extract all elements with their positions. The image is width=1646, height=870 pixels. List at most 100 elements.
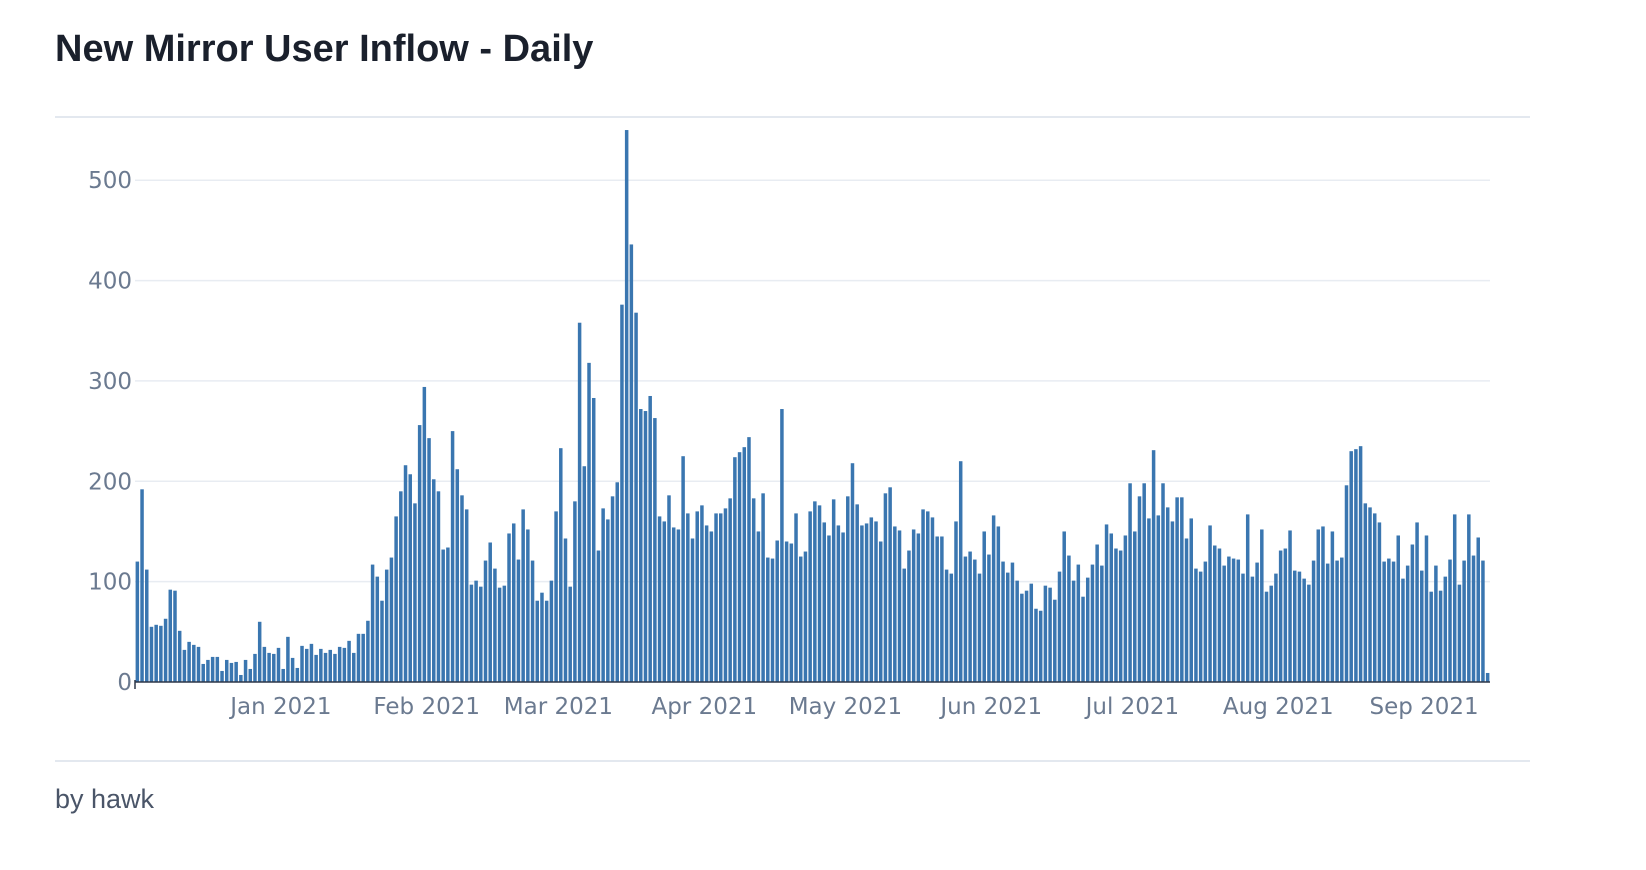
bar [1382,561,1386,682]
bar [1354,449,1358,682]
bar [733,457,737,682]
bar [676,529,681,682]
bar [742,447,747,682]
bar [432,479,436,682]
bar [295,667,300,682]
bar [629,244,634,682]
bar [1363,503,1368,682]
bar [982,531,986,682]
bar [883,493,888,682]
bar [582,466,587,682]
bar [620,304,624,682]
chart-title: New Mirror User Inflow - Daily [55,28,594,70]
bar [775,540,779,682]
bar [257,621,262,682]
bar [173,590,177,682]
bar [671,527,676,682]
bar [1358,446,1363,682]
bar [239,674,243,682]
bar [319,648,323,682]
bar [403,465,408,682]
bar [695,511,699,682]
bar [1391,561,1396,682]
x-tick-label: Jun 2021 [938,694,1042,720]
bar [601,508,605,682]
bar [159,625,163,682]
bar [469,584,474,682]
bar [587,362,591,682]
bar [267,652,271,682]
bar [540,592,544,682]
bar [206,659,210,682]
bar [1133,531,1137,682]
bar [1038,610,1043,682]
bar [798,556,803,682]
footer-divider [55,760,1530,762]
bar [921,509,925,682]
bar [1114,548,1118,682]
bar [530,560,535,682]
bar [187,641,191,682]
bar [1316,529,1321,682]
bar [366,620,370,682]
bar [808,511,812,682]
bar [831,499,836,682]
bar [1344,485,1349,682]
bar [935,536,939,682]
bar [1434,565,1438,682]
bar [926,511,930,682]
bar [944,569,949,682]
bar [234,661,238,682]
bar [977,573,982,682]
bar [1034,608,1038,682]
bar [1255,562,1259,682]
bar [210,656,215,682]
bar [516,559,521,682]
bar [1053,599,1057,682]
bar [1208,525,1212,682]
bar [657,516,662,682]
bar [1396,535,1400,682]
bar [662,521,667,682]
bar [1476,537,1480,682]
bar [535,600,540,682]
bar [1203,561,1208,682]
y-tick-label: 200 [88,469,132,495]
bar [328,649,332,682]
bar [1311,560,1316,682]
bar [817,505,822,682]
bar [1241,573,1245,682]
bar [441,549,445,682]
bar [352,652,356,682]
bar [1457,584,1462,682]
bar [1006,572,1010,682]
x-tick-label: Jan 2021 [228,694,331,720]
bar [770,558,775,682]
bar [794,513,798,682]
bar [700,505,704,682]
bar [747,437,751,682]
bar [667,495,671,682]
bar [323,652,328,682]
bar [1340,557,1344,682]
bar [286,636,290,682]
bar [996,526,1001,682]
bar [559,448,563,682]
bar [968,551,972,682]
bar [822,522,827,682]
bar [413,503,417,682]
bar [1067,555,1071,682]
bar [841,532,845,682]
bar [399,491,403,682]
y-tick-label: 500 [88,168,132,194]
bar [827,535,831,682]
bar [1236,559,1241,682]
bar [573,501,577,682]
bar [479,586,483,682]
bar [761,493,765,682]
bar [1217,548,1222,682]
bar [554,511,558,682]
bar [314,654,318,682]
bar [1175,497,1179,682]
bar [196,646,201,683]
